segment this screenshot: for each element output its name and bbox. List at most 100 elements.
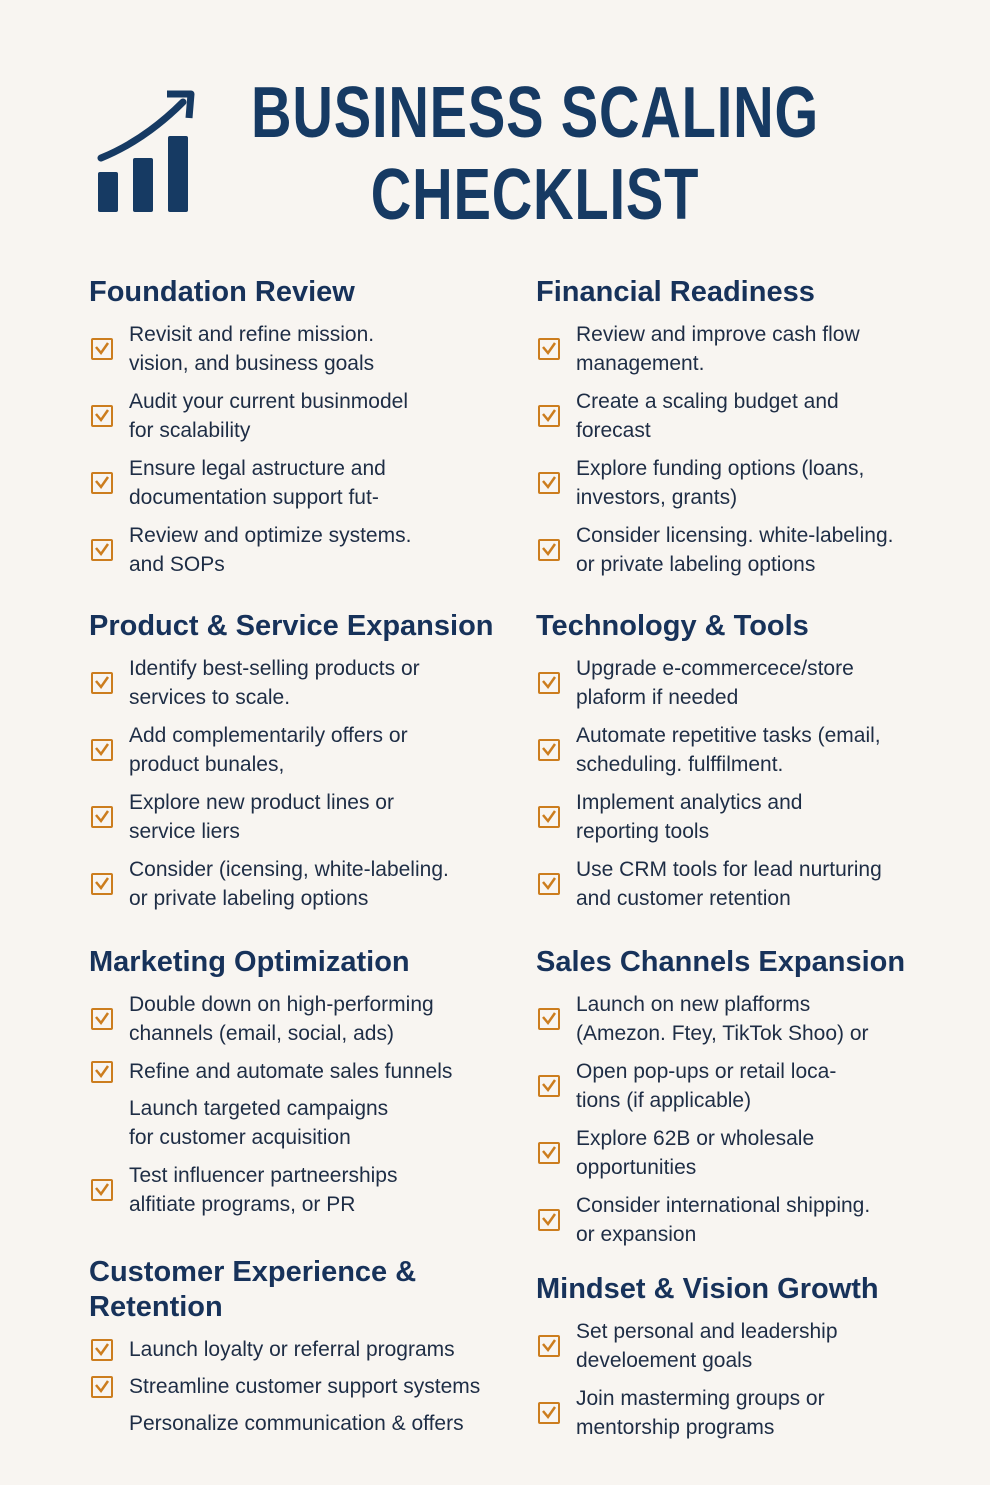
checklist-item-text: Review and optimize systems. and SOPs xyxy=(129,524,412,576)
checklist-item: Double down on high-performing channels … xyxy=(89,990,529,1048)
section-financial-readiness: Financial Readiness Review and improve ca… xyxy=(536,275,956,588)
checklist-item: Audit your current businmodel for scalab… xyxy=(89,387,529,445)
section-heading: Marketing Optimization xyxy=(89,946,410,978)
checklist-item-text: Consider international shipping. or expa… xyxy=(576,1194,871,1246)
checklist-item-text: Revisit and refine mission. vision, and … xyxy=(129,323,375,375)
checkbox-checked-icon[interactable] xyxy=(91,1338,113,1361)
checkbox-checked-icon[interactable] xyxy=(538,1209,560,1231)
checklist-item: Identify best-selling products or servic… xyxy=(89,654,529,712)
checklist-item: Explore 62B or wholesale opportunities xyxy=(536,1124,956,1182)
checkbox-checked-icon[interactable] xyxy=(538,539,560,561)
checklist-item-text: Explore new product lines or service lie… xyxy=(129,791,394,843)
checkbox-checked-icon[interactable] xyxy=(538,1335,560,1357)
checklist-item: Implement analytics and reporting tools xyxy=(536,788,956,846)
checkbox-checked-icon[interactable] xyxy=(91,472,113,494)
section-technology-tools: Technology & Tools Upgrade e-commercece/s… xyxy=(536,609,956,922)
checklist-item: Explore new product lines or service lie… xyxy=(89,788,529,846)
checklist-item-text: Double down on high-performing channels … xyxy=(129,993,434,1045)
checkbox-checked-icon[interactable] xyxy=(538,1402,560,1424)
checklist-item: Review and optimize systems. and SOPs xyxy=(89,521,529,579)
checklist-item-text: Explore funding options (loans, investor… xyxy=(576,457,865,509)
checkbox-checked-icon[interactable] xyxy=(538,472,560,494)
checklist-item: Test influencer partneerships alfitiate … xyxy=(89,1161,529,1219)
checkbox-checked-icon[interactable] xyxy=(538,672,560,694)
checklist-item: Consider (icensing, white-labeling. or p… xyxy=(89,855,529,913)
checklist-item-text: Ensure legal astructure and documentatio… xyxy=(129,457,386,509)
checklist-item-text: Upgrade e-commercece/store plaform if ne… xyxy=(576,657,854,709)
section-heading: Mindset & Vision Growth xyxy=(536,1273,879,1305)
checkbox-checked-icon[interactable] xyxy=(91,739,113,761)
checklist-item: Review and improve cash flow management. xyxy=(536,320,956,378)
checklist-item: Streamline customer support systems xyxy=(89,1372,529,1401)
checklist-item-text: Audit your current businmodel for scalab… xyxy=(129,390,408,442)
checklist-item-text: Consider (icensing, white-labeling. or p… xyxy=(129,858,449,910)
checklist-item: Revisit and refine mission. vision, and … xyxy=(89,320,529,378)
checklist-item-text: Open pop-ups or retail loca- tions (if a… xyxy=(576,1060,837,1112)
checklist-item-text: Identify best-selling products or servic… xyxy=(129,657,420,709)
checklist-item: Launch on new plafforms (Amezon. Ftey, T… xyxy=(536,990,956,1048)
checklist-item-text: Join masterming groups or mentorship pro… xyxy=(576,1387,825,1439)
checklist-item-text: Create a scaling budget and forecast xyxy=(576,390,839,442)
checkbox-checked-icon[interactable] xyxy=(91,539,113,561)
growth-chart-logo-icon xyxy=(95,90,195,215)
section-mindset-vision-growth: Mindset & Vision Growth Set personal and … xyxy=(536,1272,956,1451)
checklist-item-text: Consider licensing. white-labeling. or p… xyxy=(576,524,894,576)
checklist-item-text: Test influencer partneerships alfitiate … xyxy=(129,1164,398,1216)
checkbox-checked-icon[interactable] xyxy=(91,1179,113,1201)
checkbox-checked-icon[interactable] xyxy=(91,1008,113,1030)
checklist-item: Add complementarily offers or product bu… xyxy=(89,721,529,779)
checklist-item: Set personal and leadership develoement … xyxy=(536,1317,956,1375)
section-heading: Customer Experience & Retention xyxy=(89,1256,417,1323)
checkbox-checked-icon[interactable] xyxy=(538,806,560,828)
checklist-item: Ensure legal astructure and documentatio… xyxy=(89,454,529,512)
checklist-item-text: Use CRM tools for lead nurturing and cus… xyxy=(576,858,882,910)
checkbox-checked-icon[interactable] xyxy=(91,1060,113,1083)
checklist-item: Consider licensing. white-labeling. or p… xyxy=(536,521,956,579)
checklist-item: Join masterming groups or mentorship pro… xyxy=(536,1384,956,1442)
checklist-item: Launch loyalty or referral programs xyxy=(89,1335,529,1364)
checkbox-checked-icon[interactable] xyxy=(91,1375,113,1398)
title-line-2: CHECKLIST xyxy=(370,155,700,235)
section-heading: Foundation Review xyxy=(89,276,355,308)
checklist-item: Open pop-ups or retail loca- tions (if a… xyxy=(536,1057,956,1115)
checklist-item-text: Launch on new plafforms (Amezon. Ftey, T… xyxy=(576,993,869,1045)
checklist-item: Explore funding options (loans, investor… xyxy=(536,454,956,512)
section-heading: Sales Channels Expansion xyxy=(536,946,906,978)
section-foundation-review: Foundation Review Revisit and refine miss… xyxy=(89,275,529,588)
checklist-item-text: Implement analytics and reporting tools xyxy=(576,791,803,843)
checklist-item-text: Streamline customer support systems xyxy=(129,1375,481,1398)
title-line-1: BUSINESS SCALING xyxy=(251,73,819,153)
section-customer-experience-retention: Customer Experience & Retention Launch lo… xyxy=(89,1255,529,1446)
checklist-item: Use CRM tools for lead nurturing and cus… xyxy=(536,855,956,913)
section-product-service-expansion: Product & Service Expansion Identify best… xyxy=(89,609,529,922)
section-marketing-optimization: Marketing Optimization Double down on hig… xyxy=(89,945,529,1228)
checkbox-checked-icon[interactable] xyxy=(91,405,113,427)
checklist-item-text: Personalize communication & offers xyxy=(129,1412,464,1435)
checklist-item: Create a scaling budget and forecast xyxy=(536,387,956,445)
section-heading: Financial Readiness xyxy=(536,276,815,308)
checklist-item-text: Explore 62B or wholesale opportunities xyxy=(576,1127,815,1179)
checklist-item-text: Add complementarily offers or product bu… xyxy=(129,724,408,776)
checkbox-checked-icon[interactable] xyxy=(538,1142,560,1164)
checkbox-checked-icon[interactable] xyxy=(91,806,113,828)
checkbox-checked-icon[interactable] xyxy=(91,873,113,895)
checkbox-checked-icon[interactable] xyxy=(538,405,560,427)
checklist-item-text: Refine and automate sales funnels xyxy=(129,1060,453,1083)
checkbox-checked-icon[interactable] xyxy=(538,873,560,895)
section-heading: Product & Service Expansion xyxy=(89,610,494,642)
checkbox-checked-icon[interactable] xyxy=(538,739,560,761)
checklist-item: Consider international shipping. or expa… xyxy=(536,1191,956,1249)
checklist-item-text: Automate repetitive tasks (email, schedu… xyxy=(576,724,881,776)
checkbox-checked-icon[interactable] xyxy=(538,1075,560,1097)
checklist-item: Refine and automate sales funnels xyxy=(89,1057,529,1086)
checkbox-checked-icon[interactable] xyxy=(91,338,113,360)
checkbox-checked-icon[interactable] xyxy=(538,338,560,360)
checklist-item-text: Set personal and leadership develoement … xyxy=(576,1320,838,1372)
checklist-item: Upgrade e-commercece/store plaform if ne… xyxy=(536,654,956,712)
checklist-item: Launch targeted campaigns for customer a… xyxy=(89,1094,529,1152)
checkbox-checked-icon[interactable] xyxy=(91,672,113,694)
checkbox-checked-icon[interactable] xyxy=(538,1008,560,1030)
checklist-item-text: Review and improve cash flow management. xyxy=(576,323,860,375)
checklist-item-text: Launch targeted campaigns for customer a… xyxy=(129,1097,389,1149)
checklist-item-text: Launch loyalty or referral programs xyxy=(129,1338,455,1361)
